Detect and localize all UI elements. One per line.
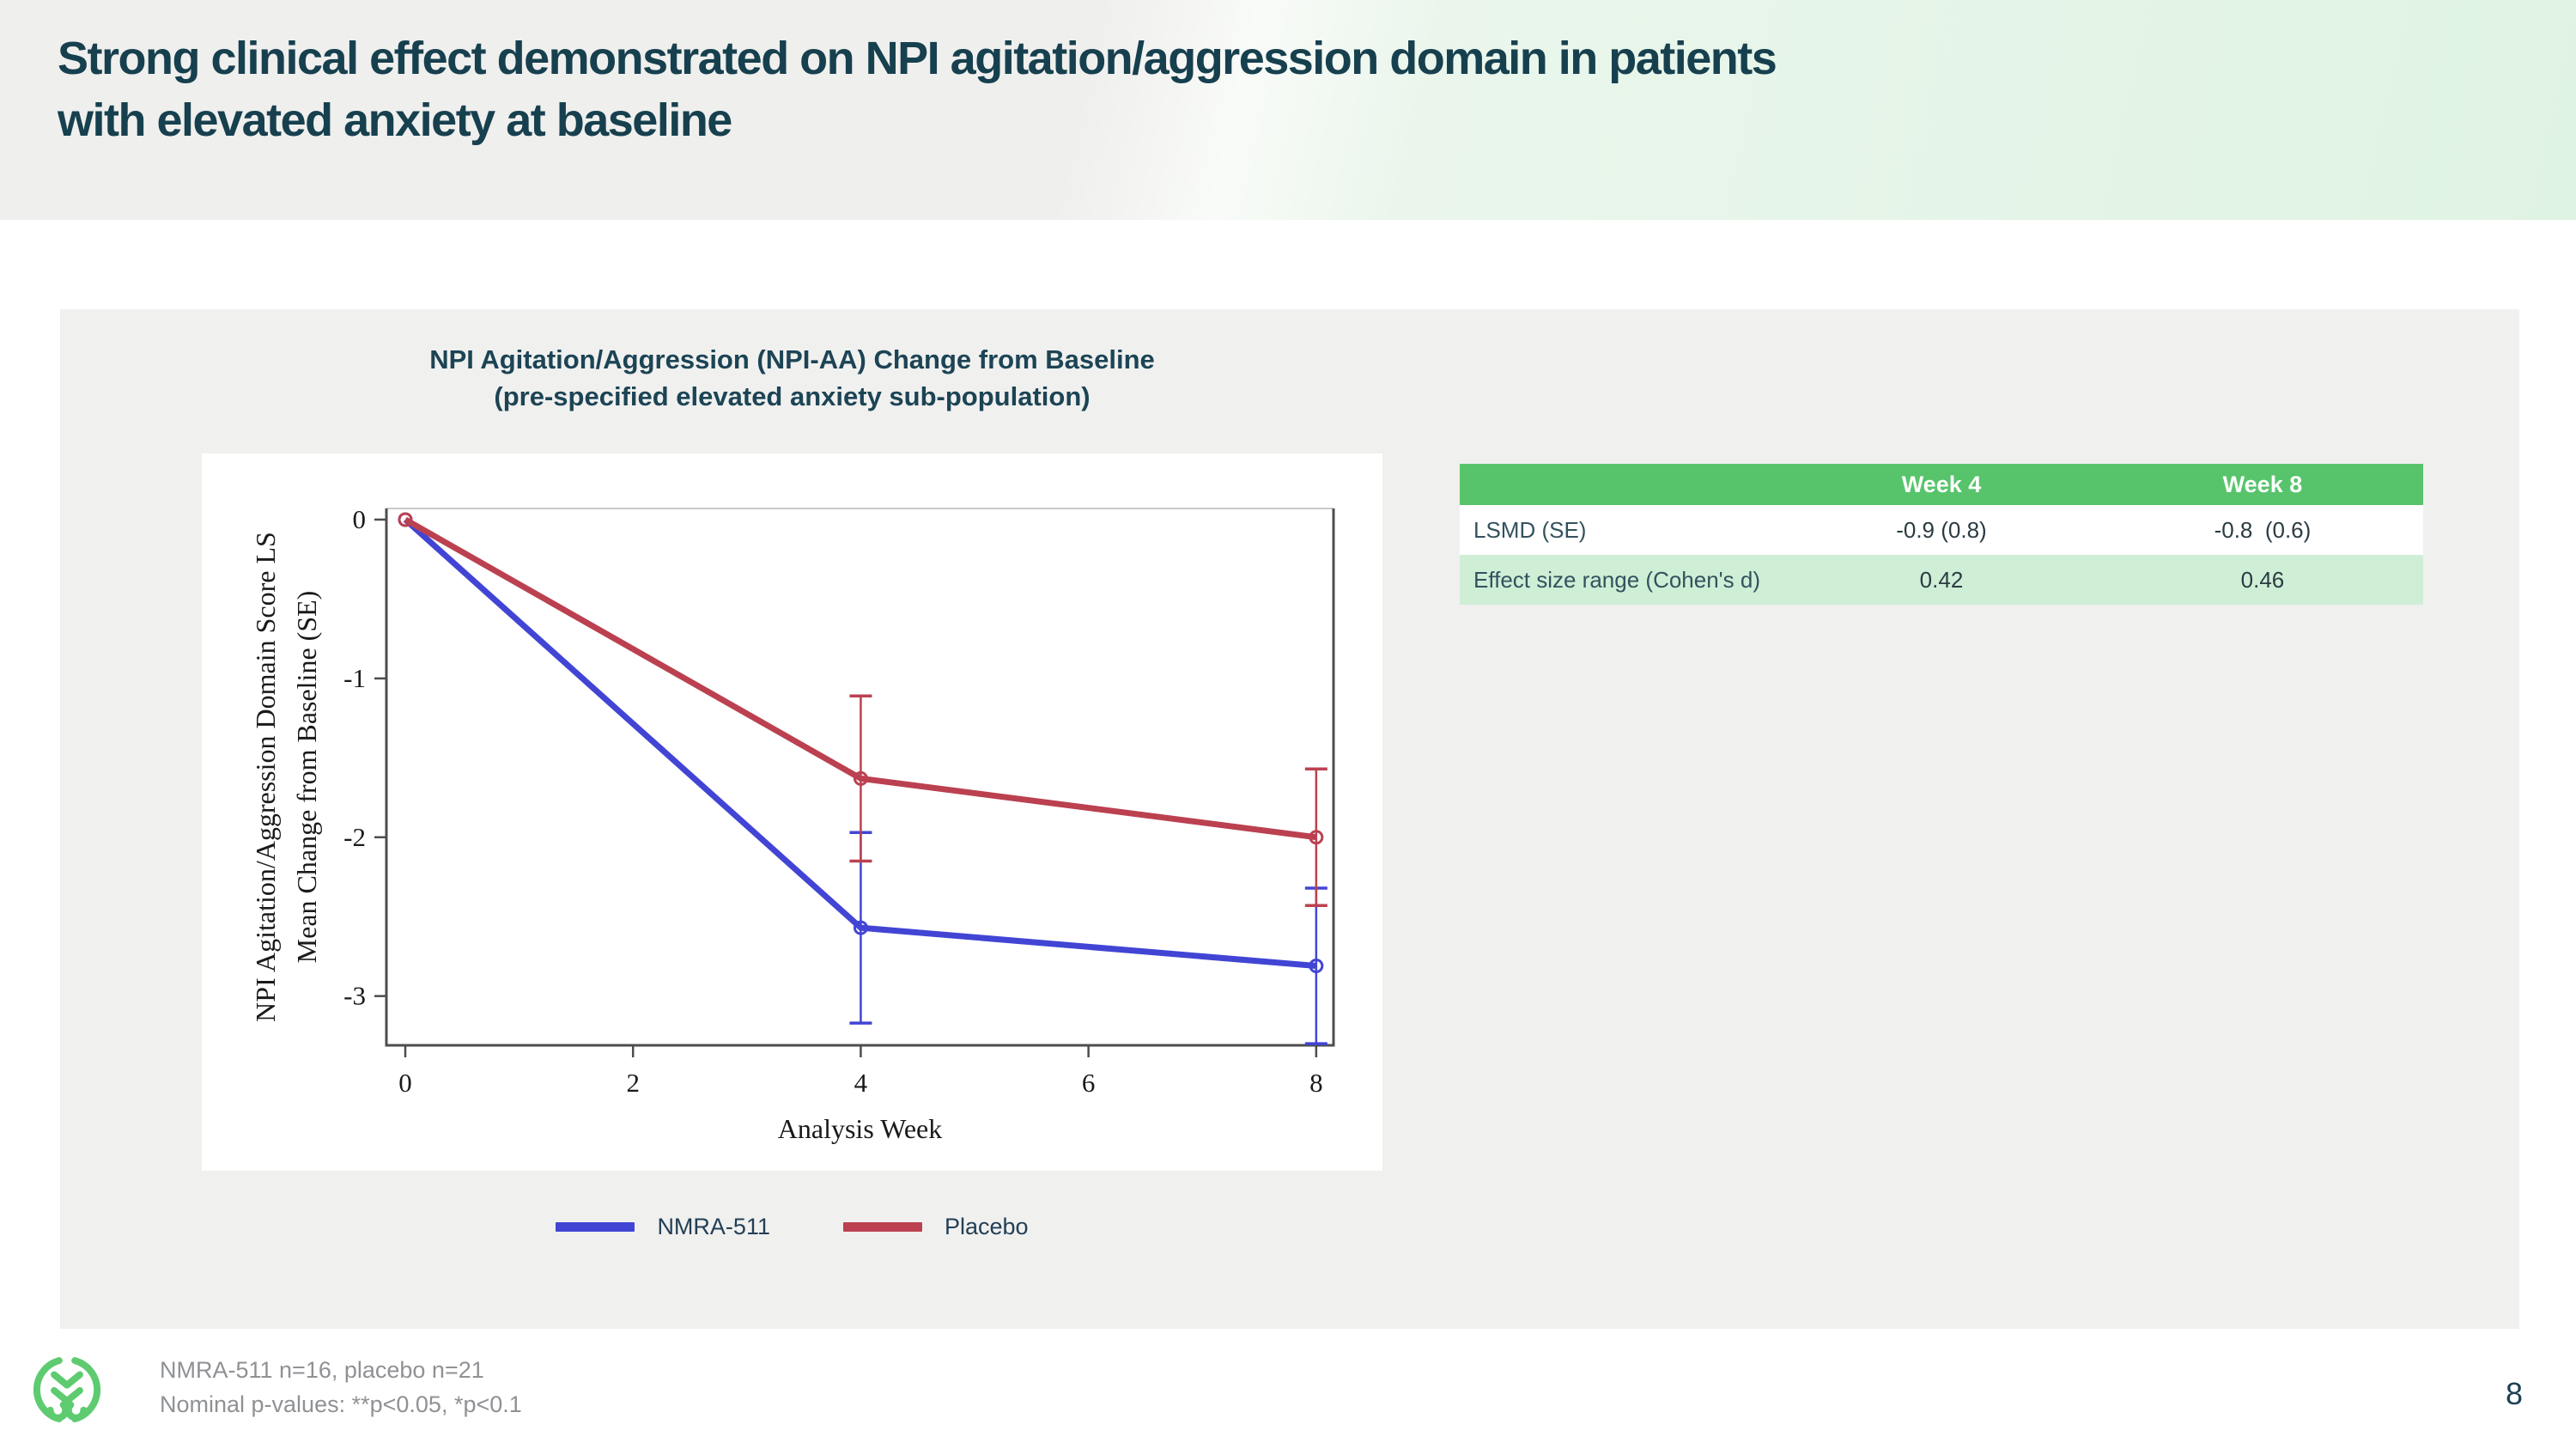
table-cell-lsmd-week8: -0.8 (0.6) [2214,516,2312,543]
line-chart: 0 -1 -2 -3 0 2 4 6 8 Analysis Week NPI Agitation/A… [250,504,1335,1144]
slide-title-line-1: Strong clinical effect demonstrated on N… [58,33,1777,84]
svg-text:Mean Change from Baseline (SE): Mean Change from Baseline (SE) [291,591,322,964]
footnotes: NMRA-511 n=16, placebo n=21 Nominal p-va… [160,1354,522,1422]
slide-title-line-2: with elevated anxiety at baseline [58,94,732,147]
legend-label: NMRA-511 [657,1213,770,1239]
table-row-lsmd: LSMD (SE) -0.9 (0.8) -0.8 (0.6) [1460,505,2423,555]
table-cell-effect-week8: 0.46 [2240,566,2285,593]
footnote-line-2: Nominal p-values: **p<0.05, *p<0.1 [160,1391,522,1417]
company-logo-icon [33,1357,100,1422]
results-table: Week 4 Week 8 LSMD (SE) -0.9 (0.8) -0.8 … [1460,464,2423,605]
svg-text:4: 4 [854,1068,868,1098]
svg-text:0: 0 [353,504,367,534]
legend-swatch-icon [556,1221,635,1232]
svg-text:-1: -1 [343,663,366,693]
svg-text:8: 8 [1309,1068,1323,1098]
chart-image-area: 0 -1 -2 -3 0 2 4 6 8 Analysis Week NPI Agitation/A… [202,454,1382,1171]
svg-text:0: 0 [398,1068,412,1098]
chart-legend: NMRA-511 Placebo [202,1206,1382,1247]
chart-title-line-1: NPI Agitation/Aggression (NPI-AA) Change… [429,344,1155,374]
table-row-label: Effect size range (Cohen's d) [1473,566,1760,593]
legend-swatch-icon [842,1221,922,1232]
svg-text:2: 2 [626,1068,640,1098]
svg-text:-3: -3 [343,981,366,1011]
table-header-row: Week 4 Week 8 [1460,464,2423,505]
svg-text:6: 6 [1082,1068,1096,1098]
table-header-week4: Week 4 [1901,471,1982,497]
chart-title-line-2: (pre-specified elevated anxiety sub-popu… [494,381,1091,411]
legend-item-nmra-511: NMRA-511 [556,1214,770,1240]
chart-title: NPI Agitation/Aggression (NPI-AA) Change… [202,342,1382,416]
page-number: 8 [2505,1376,2524,1411]
svg-text:Analysis Week: Analysis Week [778,1113,942,1144]
footnote-line-1: NMRA-511 n=16, placebo n=21 [160,1357,484,1383]
legend-label: Placebo [944,1213,1029,1239]
table-header-week8: Week 8 [2222,471,2303,497]
svg-text:NPI Agitation/Aggression Domai: NPI Agitation/Aggression Domain Score LS [250,532,281,1022]
table-row-label: LSMD (SE) [1473,516,1587,543]
table-cell-lsmd-week4: -0.9 (0.8) [1896,516,1987,543]
legend-item-placebo: Placebo [842,1213,1029,1240]
table-cell-effect-week4: 0.42 [1919,566,1964,593]
table-header-empty-cell [1460,464,1781,505]
header-band [0,0,2576,220]
table-row-effect-size: Effect size range (Cohen's d) 0.42 0.46 [1460,555,2423,605]
svg-text:-2: -2 [343,822,366,852]
slide-title: Strong clinical effect demonstrated on N… [58,27,2445,152]
